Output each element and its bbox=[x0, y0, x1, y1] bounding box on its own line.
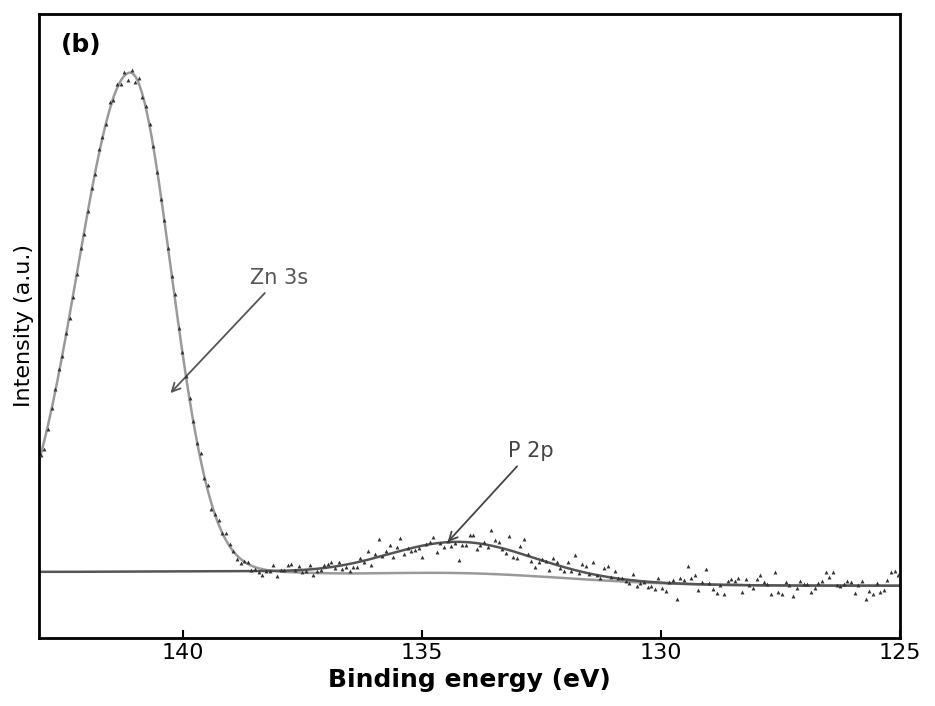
X-axis label: Binding energy (eV): Binding energy (eV) bbox=[328, 668, 611, 692]
Text: (b): (b) bbox=[61, 32, 102, 56]
Text: Zn 3s: Zn 3s bbox=[172, 268, 308, 392]
Y-axis label: Intensity (a.u.): Intensity (a.u.) bbox=[14, 244, 34, 407]
Text: P 2p: P 2p bbox=[449, 441, 554, 541]
